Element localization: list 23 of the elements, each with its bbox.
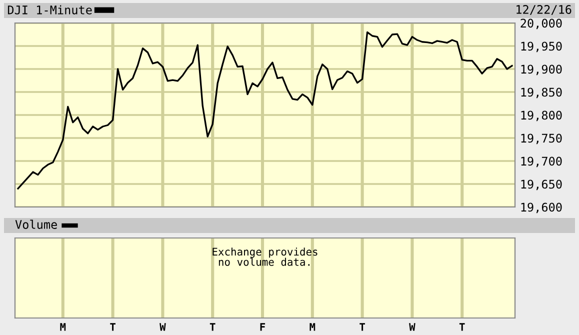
y-tick-label: 19,750 xyxy=(521,134,562,144)
category-label: T xyxy=(210,323,216,331)
category-label: F xyxy=(260,323,266,331)
category-label: W xyxy=(160,323,166,331)
category-label: M xyxy=(60,323,66,331)
y-tick-label: 20,000 xyxy=(520,18,562,30)
text: Exchange provides no volume data. xyxy=(212,248,318,266)
category-label: W xyxy=(409,323,416,331)
y-tick-label: 19,650 xyxy=(521,180,562,190)
y-tick-label: 19,700 xyxy=(521,156,562,168)
text: Volume xyxy=(15,220,57,229)
y-tick-label: 19,850 xyxy=(521,88,562,98)
category-label: M xyxy=(310,323,316,331)
y-tick-label: 19,800 xyxy=(521,110,562,122)
category-label: T xyxy=(459,323,465,331)
y-tick-label: 19,900 xyxy=(521,64,562,76)
y-tick-label: 19,600 xyxy=(521,202,562,214)
category-label: T xyxy=(360,323,365,331)
legend-label: DJI 1-Minute xyxy=(8,5,92,14)
text: 12/22/16 xyxy=(516,5,572,15)
line-series xyxy=(17,31,513,190)
category-label: T xyxy=(110,323,116,331)
y-tick-label: 19,950 xyxy=(521,42,562,52)
